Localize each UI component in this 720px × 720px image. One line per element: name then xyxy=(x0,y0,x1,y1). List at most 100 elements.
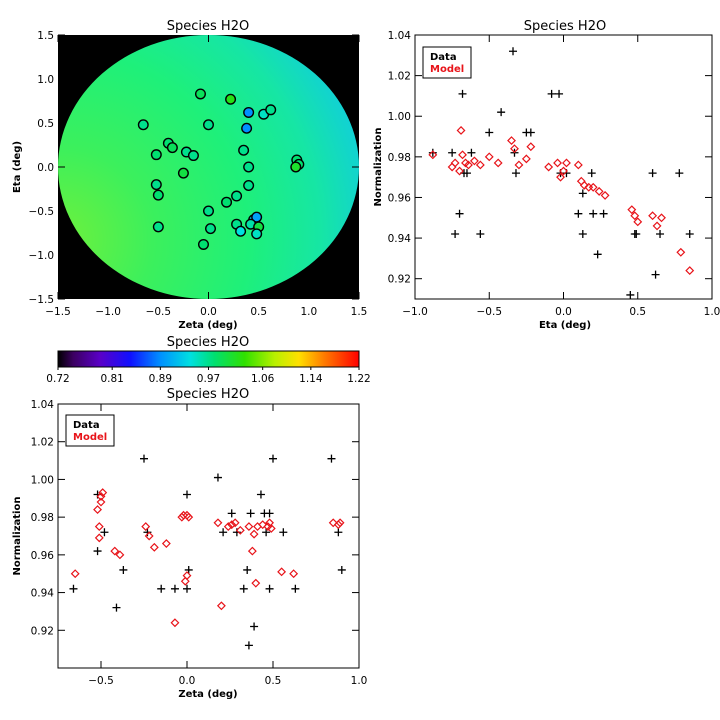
eta-plot-ylabel: Normalization xyxy=(373,128,384,207)
map-star-marker xyxy=(150,149,162,161)
eta-legend-model: Model xyxy=(430,64,464,75)
eta-plot-xlabel: Eta (deg) xyxy=(539,320,591,331)
map-star-marker xyxy=(137,119,149,131)
zeta-model-point xyxy=(94,522,104,532)
zeta-data-point xyxy=(69,584,78,593)
eta-model-point xyxy=(562,158,571,168)
colorbar-tick-label: 1.22 xyxy=(347,373,370,385)
zeta-model-point xyxy=(277,567,287,577)
zeta-plot-frame xyxy=(57,403,360,669)
zeta-model-point xyxy=(141,522,151,532)
zeta-data-point xyxy=(265,584,274,593)
zeta-data-point xyxy=(250,622,259,631)
zeta-model-point xyxy=(223,522,233,532)
eta-data-point xyxy=(587,169,596,178)
zeta-model-point xyxy=(179,510,189,520)
zeta-data-point xyxy=(100,528,109,537)
map-star-marker xyxy=(202,119,214,131)
eta-model-point xyxy=(475,160,485,170)
eta-data-point xyxy=(675,169,684,178)
colorbar-tick-label: 1.06 xyxy=(251,373,275,385)
zeta-model-point xyxy=(335,518,345,528)
zeta-model-point xyxy=(249,529,259,539)
zeta-model-point xyxy=(247,546,257,556)
map-star-marker xyxy=(177,167,189,179)
eta-model-point xyxy=(469,156,479,166)
map-star-marker xyxy=(187,150,199,162)
zeta-legend-box xyxy=(65,414,115,447)
zeta-data-point xyxy=(262,528,271,537)
zeta-data-point xyxy=(93,547,102,556)
zeta-plot-marks xyxy=(69,415,346,650)
eta-model-point xyxy=(676,247,686,257)
eta-model-point xyxy=(627,205,637,215)
eta-model-point xyxy=(544,162,554,172)
zeta-plot-xlabel: Zeta (deg) xyxy=(178,689,237,700)
eta-model-point xyxy=(573,160,583,170)
zeta-model-point xyxy=(230,518,240,528)
zeta-model-point xyxy=(251,578,261,588)
map-xtick-label: 0.0 xyxy=(200,306,217,318)
zeta-model-point xyxy=(149,542,159,552)
map-ytick-label: 0.5 xyxy=(37,118,54,130)
map-star-marker xyxy=(241,122,253,134)
zeta-data-point xyxy=(219,528,228,537)
eta-data-point xyxy=(451,230,460,239)
map-ytick-label: −0.5 xyxy=(29,206,55,218)
map-star-marker xyxy=(205,223,217,235)
eta-data-point xyxy=(593,250,602,259)
zeta-data-point xyxy=(184,565,193,574)
eta-model-point xyxy=(576,176,586,186)
map-star-marker xyxy=(152,189,164,201)
map-star-marker xyxy=(231,190,243,202)
eta-model-point xyxy=(428,150,438,160)
eta-xtick-label: 1.0 xyxy=(704,306,720,318)
map-star-marker xyxy=(238,144,250,156)
zeta-model-point xyxy=(115,550,125,560)
colorbar xyxy=(57,350,360,368)
eta-model-point xyxy=(526,142,536,152)
eta-model-point xyxy=(450,158,460,168)
eta-model-point xyxy=(510,144,519,154)
eta-data-point xyxy=(476,230,485,239)
eta-data-point xyxy=(511,169,520,178)
eta-data-point xyxy=(578,189,587,198)
map-star-marker xyxy=(290,161,302,173)
eta-data-point xyxy=(526,128,535,137)
zeta-model-point xyxy=(213,518,223,528)
zeta-data-point xyxy=(337,565,346,574)
eta-data-point xyxy=(485,128,494,137)
map-ytick-label: −1.0 xyxy=(29,250,55,262)
eta-data-point xyxy=(509,47,518,56)
map-star-marker xyxy=(166,142,178,154)
map-star-marker xyxy=(235,225,247,237)
eta-xtick-label: 0.5 xyxy=(629,306,646,318)
map-star-marker xyxy=(152,221,164,233)
zeta-model-point xyxy=(96,497,106,507)
map-star-marker xyxy=(243,106,255,118)
eta-data-point xyxy=(458,89,467,98)
eta-data-point xyxy=(578,230,587,239)
eta-model-point xyxy=(630,211,640,221)
map-xtick-label: 1.5 xyxy=(351,306,368,318)
zeta-ytick-label: 1.04 xyxy=(31,399,55,411)
eta-plot-title: Species H2O xyxy=(524,19,606,34)
map-star-marker xyxy=(202,205,214,217)
eta-model-point xyxy=(579,180,589,190)
eta-data-point xyxy=(656,230,665,239)
zeta-model-point xyxy=(266,524,276,533)
zeta-model-point xyxy=(184,512,194,522)
zeta-data-point xyxy=(140,454,148,463)
map-ytick-label: 1.5 xyxy=(37,30,54,42)
eta-model-point xyxy=(657,213,666,223)
zeta-xtick-label: −0.5 xyxy=(88,675,114,687)
map-star-markers xyxy=(137,88,305,250)
eta-data-point xyxy=(685,230,694,239)
zeta-plot-ylabel: Normalization xyxy=(12,497,23,576)
zeta-model-point xyxy=(144,531,154,541)
map-star-marker xyxy=(221,196,233,208)
zeta-data-point xyxy=(265,509,274,518)
eta-data-point xyxy=(547,89,556,98)
zeta-model-point xyxy=(161,539,171,548)
